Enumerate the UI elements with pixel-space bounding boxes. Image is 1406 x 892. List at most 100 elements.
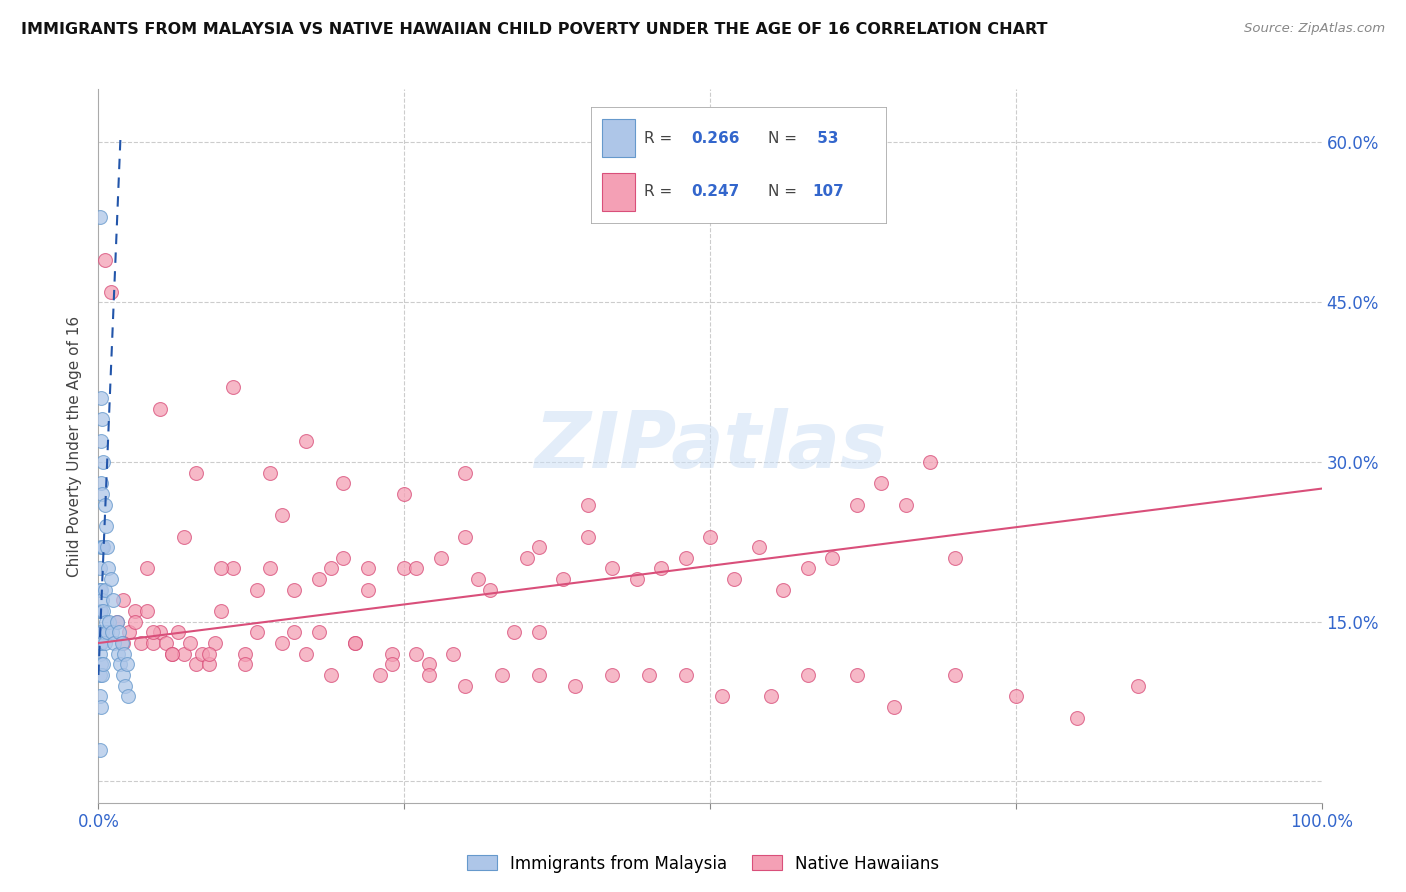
Point (91, 540, 114, 554)
Text: 0.266: 0.266 (690, 131, 740, 146)
Text: ZIPatlas: ZIPatlas (534, 408, 886, 484)
Point (90, 391, 112, 405)
Point (204, 636, 226, 650)
Point (173, 647, 195, 661)
Point (467, 572, 489, 586)
Point (503, 625, 526, 640)
Point (191, 647, 214, 661)
Point (356, 582, 378, 597)
Point (89, 625, 111, 640)
Point (295, 434, 318, 448)
Point (160, 647, 183, 661)
Point (576, 498, 599, 512)
Point (699, 529, 721, 543)
Point (405, 647, 427, 661)
Point (90, 700, 112, 714)
Point (94, 615, 117, 629)
Point (91, 487, 114, 501)
Point (553, 572, 575, 586)
Point (626, 572, 648, 586)
Point (160, 647, 183, 661)
Point (222, 561, 245, 575)
Point (91, 455, 114, 469)
Point (111, 593, 134, 607)
Point (675, 550, 697, 565)
Point (233, 647, 256, 661)
Point (117, 690, 139, 704)
Point (356, 561, 378, 575)
Point (600, 561, 623, 575)
Point (108, 625, 131, 640)
Text: R =: R = (644, 184, 676, 199)
Bar (602, 119, 636, 157)
Point (89, 647, 111, 661)
Point (845, 498, 868, 512)
Point (381, 657, 404, 672)
Point (270, 636, 294, 650)
Text: 53: 53 (813, 131, 838, 146)
Point (90, 476, 112, 491)
Point (761, 690, 783, 704)
Point (149, 401, 172, 416)
Point (454, 466, 477, 480)
Point (90, 582, 112, 597)
Point (430, 550, 453, 565)
Point (91, 540, 114, 554)
Point (675, 668, 697, 682)
Point (179, 636, 201, 650)
Point (89, 742, 111, 756)
Point (943, 668, 966, 682)
Point (392, 561, 416, 575)
Point (870, 476, 893, 491)
Point (124, 615, 146, 629)
Point (91, 593, 114, 607)
Point (405, 561, 427, 575)
Point (478, 582, 501, 597)
Point (89, 210, 111, 224)
Point (527, 625, 550, 640)
Text: Source: ZipAtlas.com: Source: ZipAtlas.com (1244, 22, 1385, 36)
Text: N =: N = (768, 184, 801, 199)
Point (418, 668, 440, 682)
Point (845, 668, 868, 682)
Point (209, 561, 232, 575)
Point (124, 604, 146, 618)
Point (283, 582, 305, 597)
Point (308, 572, 330, 586)
Point (197, 647, 219, 661)
Point (259, 466, 281, 480)
Point (344, 636, 367, 650)
Point (454, 529, 477, 543)
Point (723, 572, 745, 586)
Point (576, 529, 599, 543)
Point (332, 476, 354, 491)
Point (105, 615, 128, 629)
Text: N =: N = (768, 131, 801, 146)
Point (103, 636, 125, 650)
Point (368, 668, 391, 682)
Point (89, 582, 111, 597)
Point (772, 582, 794, 597)
Point (197, 657, 219, 672)
Point (91, 657, 114, 672)
Point (209, 604, 232, 618)
Point (93, 498, 115, 512)
Point (93, 636, 115, 650)
Point (101, 593, 124, 607)
Point (155, 636, 177, 650)
Point (441, 647, 464, 661)
Point (101, 625, 124, 640)
Point (332, 550, 354, 565)
Point (491, 668, 513, 682)
Point (246, 625, 269, 640)
Point (186, 466, 208, 480)
Point (96, 625, 118, 640)
Point (454, 679, 477, 693)
Point (515, 550, 537, 565)
Point (91, 625, 114, 640)
Point (93, 252, 115, 267)
Point (94, 519, 117, 533)
Point (246, 582, 269, 597)
Point (527, 668, 550, 682)
Point (638, 668, 661, 682)
